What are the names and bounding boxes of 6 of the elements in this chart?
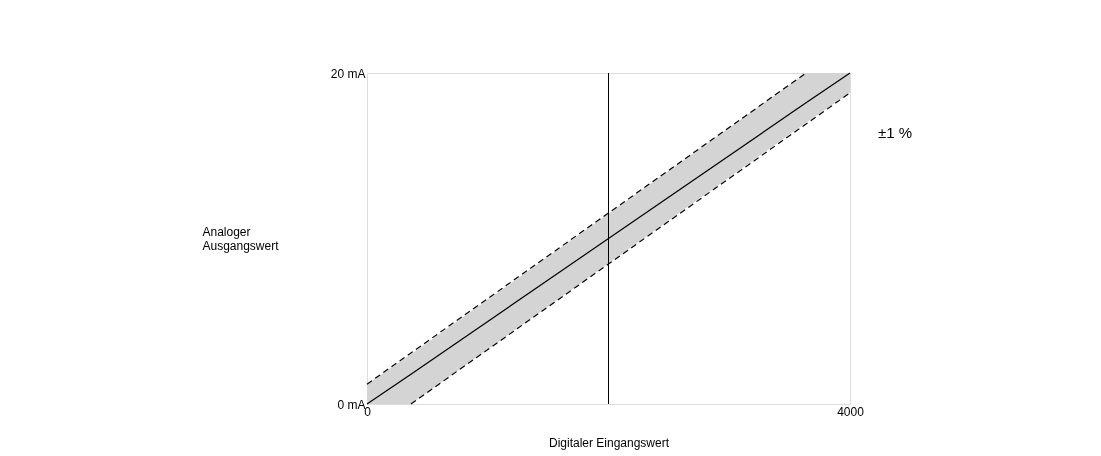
x-axis-title: Digitaler Eingangswert bbox=[548, 435, 670, 450]
x-tick-label: 4000 bbox=[837, 404, 865, 419]
text: ±1 % bbox=[878, 124, 913, 141]
y-tick-label: 20 mA bbox=[330, 66, 366, 81]
x-tick-label: 0 bbox=[364, 404, 372, 419]
y-axis-title: Analoger Ausgangswert bbox=[202, 224, 280, 253]
